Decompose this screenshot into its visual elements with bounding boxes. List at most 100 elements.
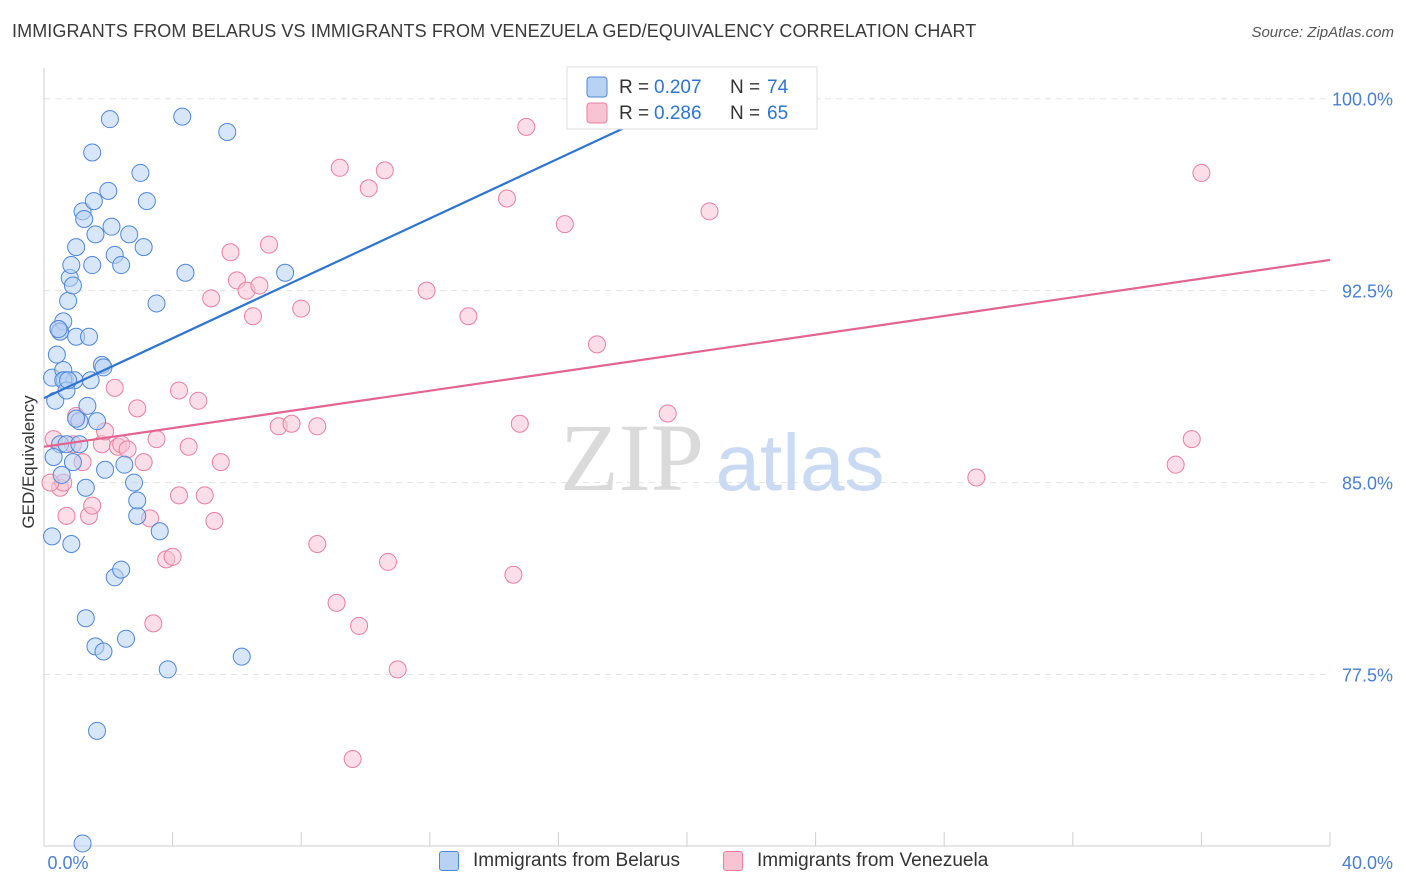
bottom-legend-label-venezuela: Immigrants from Venezuela (757, 850, 989, 871)
point-belarus (150, 522, 169, 541)
point-belarus (176, 263, 195, 282)
point-belarus (173, 107, 192, 126)
point-venezuela (700, 202, 719, 221)
legend-swatch-venezuela (586, 102, 608, 124)
point-venezuela (517, 117, 536, 136)
point-venezuela (350, 616, 369, 635)
point-venezuela (343, 749, 362, 768)
point-belarus (62, 256, 81, 275)
point-venezuela (189, 391, 208, 410)
point-venezuela (170, 486, 189, 505)
axes (43, 68, 1331, 847)
point-belarus (96, 460, 115, 479)
watermark-zip: ZIP (560, 404, 704, 511)
point-venezuela (379, 552, 398, 571)
point-venezuela (170, 381, 189, 400)
chart-title: IMMIGRANTS FROM BELARUS VS IMMIGRANTS FR… (12, 21, 977, 41)
trend-lines (43, 97, 1331, 448)
point-venezuela (587, 335, 606, 354)
trend-line-belarus (43, 97, 688, 400)
point-venezuela (134, 453, 153, 472)
point-belarus (62, 535, 81, 554)
point-venezuela (497, 189, 516, 208)
point-belarus (125, 473, 144, 492)
point-belarus (78, 396, 97, 415)
point-belarus (94, 642, 113, 661)
point-venezuela (658, 404, 677, 423)
point-belarus (52, 465, 71, 484)
point-belarus (100, 110, 119, 129)
point-belarus (137, 192, 156, 211)
point-belarus (76, 478, 95, 497)
y-tick-label-1: 85.0% (1342, 474, 1393, 494)
point-venezuela (327, 593, 346, 612)
legend-r-value-belarus: 0.207 (654, 77, 702, 98)
point-venezuela (243, 307, 262, 326)
trend-line-venezuela (43, 258, 1331, 448)
point-venezuela (292, 299, 311, 318)
point-belarus (84, 192, 103, 211)
legend-n-label-belarus: N = (730, 77, 760, 98)
point-venezuela (83, 496, 102, 515)
legend-r-label-belarus: R = (619, 77, 649, 98)
point-belarus (112, 256, 131, 275)
point-belarus (218, 122, 237, 141)
point-venezuela (1182, 430, 1201, 449)
y-axis-label: GED/Equivalency (19, 395, 38, 529)
point-venezuela (504, 565, 523, 584)
point-belarus (67, 409, 86, 428)
point-belarus (86, 225, 105, 244)
point-belarus (134, 238, 153, 257)
point-venezuela (282, 414, 301, 433)
point-venezuela (375, 161, 394, 180)
point-belarus (83, 143, 102, 162)
point-belarus (147, 294, 166, 313)
point-belarus (44, 448, 63, 466)
legend-r-label-venezuela: R = (619, 103, 649, 124)
point-belarus (63, 276, 82, 295)
bottom-legend-label-belarus: Immigrants from Belarus (473, 850, 680, 871)
point-belarus (88, 721, 107, 740)
point-venezuela (211, 453, 230, 472)
point-venezuela (202, 289, 221, 308)
point-venezuela (1166, 455, 1185, 474)
point-venezuela (250, 276, 269, 295)
correlation-legend: R = 0.207 N = 74 R = 0.286 N = 65 (566, 66, 818, 130)
point-venezuela (330, 158, 349, 177)
point-belarus (128, 506, 147, 525)
point-belarus (102, 217, 121, 236)
point-venezuela (388, 660, 407, 679)
point-venezuela (128, 399, 147, 418)
point-belarus (128, 491, 147, 510)
point-belarus (47, 345, 66, 364)
point-venezuela (967, 468, 986, 487)
point-venezuela (555, 215, 574, 234)
point-venezuela (359, 179, 378, 198)
bottom-legend-venezuela: Immigrants from Venezuela (723, 850, 988, 872)
point-belarus (120, 225, 139, 244)
point-belarus (232, 647, 251, 666)
point-belarus (88, 412, 107, 431)
point-venezuela (105, 378, 124, 397)
point-venezuela (118, 440, 137, 459)
point-belarus (116, 629, 135, 648)
y-tick-labels: 77.5% 85.0% 92.5% 100.0% (1332, 90, 1393, 686)
bottom-legend-swatch-venezuela (723, 851, 743, 871)
point-belarus (80, 327, 99, 346)
y-tick-label-0: 77.5% (1342, 666, 1393, 686)
point-belarus (43, 527, 62, 546)
point-venezuela (308, 417, 327, 436)
point-belarus (75, 209, 94, 228)
point-venezuela (308, 535, 327, 554)
legend-r-value-venezuela: 0.286 (654, 103, 702, 124)
legend-n-label-venezuela: N = (730, 103, 760, 124)
point-venezuela (1192, 163, 1211, 182)
point-belarus (276, 263, 295, 282)
point-venezuela (221, 243, 240, 262)
point-belarus (158, 660, 177, 679)
point-belarus (73, 834, 92, 853)
point-venezuela (163, 547, 182, 566)
series-belarus-points (43, 89, 661, 853)
point-venezuela (260, 235, 279, 254)
